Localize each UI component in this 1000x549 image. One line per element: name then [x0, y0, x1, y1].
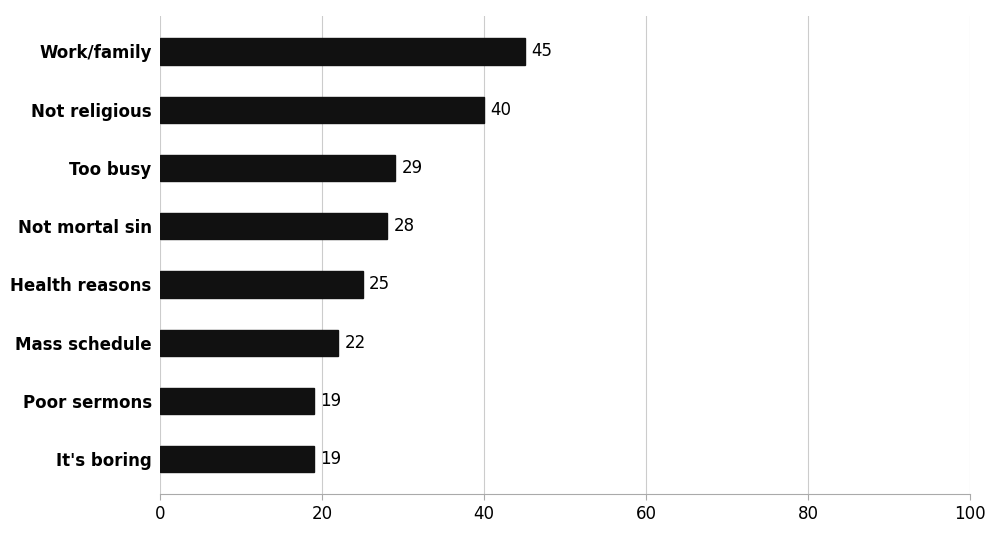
- Text: 40: 40: [490, 100, 511, 119]
- Bar: [160, 446, 314, 472]
- Bar: [160, 271, 362, 298]
- Bar: [160, 329, 338, 356]
- Text: 45: 45: [531, 42, 552, 60]
- Text: 19: 19: [320, 392, 342, 410]
- Bar: [160, 388, 314, 414]
- Text: 29: 29: [401, 159, 423, 177]
- Text: 28: 28: [393, 217, 414, 235]
- Bar: [160, 97, 484, 123]
- Bar: [160, 155, 395, 181]
- Text: 19: 19: [320, 450, 342, 468]
- Bar: [160, 38, 524, 65]
- Text: 25: 25: [369, 276, 390, 293]
- Text: 22: 22: [345, 334, 366, 352]
- Bar: [160, 213, 387, 239]
